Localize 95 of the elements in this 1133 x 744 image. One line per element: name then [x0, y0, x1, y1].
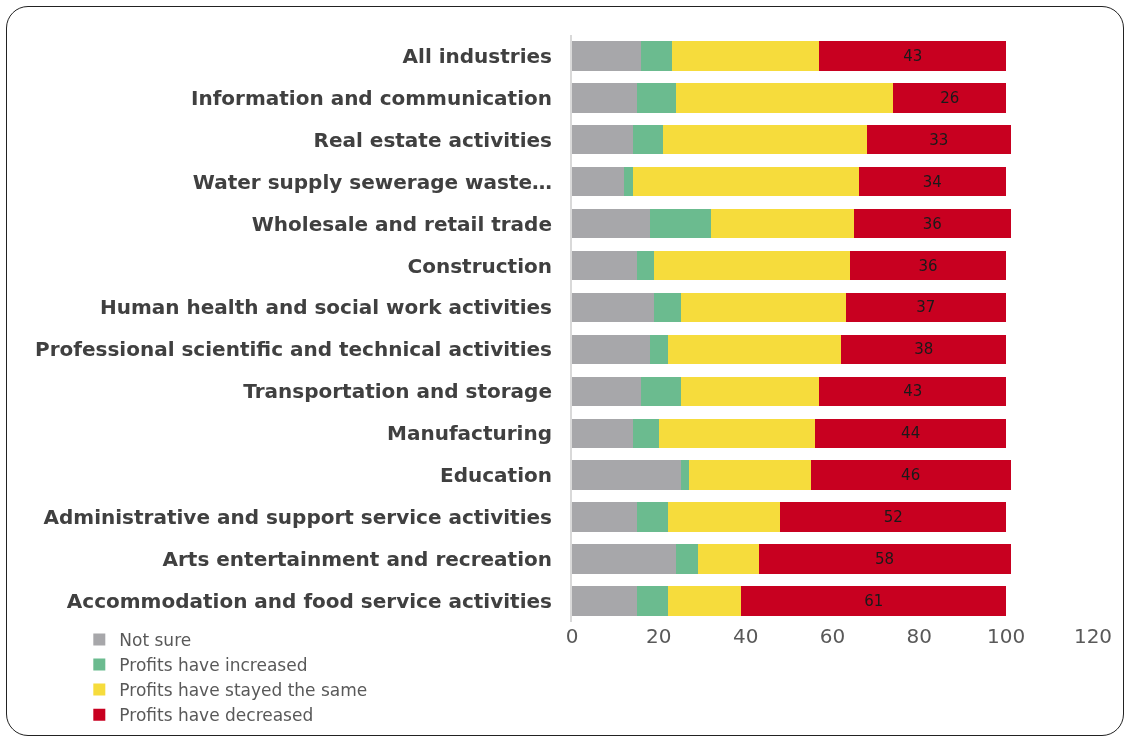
- bar: [654, 250, 850, 281]
- bar: [676, 544, 698, 574]
- bar: [893, 83, 1007, 113]
- bar: [632, 418, 659, 448]
- bar: [854, 208, 1011, 239]
- x-tick-label: 0: [565, 623, 579, 648]
- bar: [572, 334, 651, 365]
- bar: [572, 292, 655, 323]
- bar: [810, 460, 1011, 490]
- data-label: 46: [901, 466, 921, 485]
- x-tick-label: 40: [732, 623, 759, 648]
- bar: [641, 41, 672, 71]
- bar: [667, 334, 842, 365]
- data-label: 37: [916, 298, 936, 317]
- bar: [641, 376, 681, 406]
- bar: [758, 544, 1011, 574]
- bar: [572, 83, 638, 113]
- data-label: 33: [929, 130, 949, 149]
- x-tick-label: 100: [987, 623, 1026, 648]
- bar: [663, 125, 868, 155]
- bar: [637, 502, 668, 532]
- data-label: 36: [922, 214, 942, 233]
- bar: [676, 83, 894, 113]
- bar: [689, 460, 811, 490]
- bar: [572, 460, 681, 490]
- y-tick-label: Professional scientific and technical activities: [34, 337, 552, 362]
- data-label: 58: [875, 549, 895, 568]
- legend-label: Profits have stayed the same: [119, 680, 368, 701]
- legend-label: Profits have decreased: [119, 705, 314, 726]
- bar: [624, 167, 633, 197]
- bar: [572, 544, 677, 574]
- bar: [845, 292, 1007, 323]
- data-label: 36: [918, 256, 938, 275]
- bar: [819, 376, 1007, 406]
- bar: [654, 292, 681, 323]
- data-label: 43: [903, 382, 923, 401]
- data-label: 34: [922, 172, 942, 191]
- bar: [680, 460, 690, 490]
- bar: [572, 125, 633, 155]
- bar: [572, 167, 625, 197]
- bar: [680, 376, 820, 406]
- bar: [667, 586, 742, 616]
- y-tick-label: Water supply sewerage waste…: [192, 169, 552, 194]
- y-tick-label: Information and communication: [190, 85, 552, 110]
- bar: [572, 250, 638, 281]
- y-tick-label: Wholesale and retail trade: [251, 211, 552, 236]
- x-tick-label: 60: [819, 623, 846, 648]
- y-tick-label: Education: [440, 463, 552, 488]
- x-tick-label: 80: [906, 623, 933, 648]
- bar: [632, 125, 664, 155]
- y-tick-label: Construction: [407, 253, 552, 278]
- bar: [815, 418, 1007, 448]
- bar: [658, 418, 816, 448]
- y-tick-label: All industries: [402, 43, 552, 68]
- y-tick-label: Human health and social work activities: [99, 295, 552, 320]
- y-tick-label: Real estate activities: [313, 127, 552, 152]
- bar: [572, 586, 638, 616]
- y-tick-label: Administrative and support service activities: [43, 505, 552, 530]
- bar: [867, 125, 1011, 155]
- bar: [667, 502, 781, 532]
- bar: [572, 376, 642, 406]
- y-tick-label: Accommodation and food service activities: [66, 588, 552, 613]
- bar: [650, 334, 668, 365]
- bar: [650, 208, 711, 239]
- bar: [741, 586, 1007, 616]
- bar: [637, 586, 668, 616]
- bar: [637, 250, 655, 281]
- bar: [572, 41, 642, 71]
- bar: [572, 418, 633, 448]
- bar: [572, 502, 638, 532]
- data-label: 44: [901, 424, 921, 443]
- data-label: 61: [864, 591, 884, 610]
- legend-label: Not sure: [119, 630, 192, 651]
- y-tick-label: Manufacturing: [387, 421, 552, 446]
- bar: [710, 208, 855, 239]
- x-tick-label: 120: [1073, 623, 1113, 648]
- data-label: 38: [914, 340, 934, 359]
- bar: [697, 544, 759, 574]
- legend-label: Profits have increased: [119, 655, 308, 676]
- bar: [841, 334, 1007, 365]
- bar: [572, 208, 651, 239]
- bar: [671, 41, 820, 71]
- bar: [780, 502, 1007, 532]
- data-label: 52: [883, 508, 903, 527]
- bar: [819, 41, 1007, 71]
- x-tick-label: 20: [646, 623, 672, 648]
- y-tick-label: Transportation and storage: [243, 379, 552, 404]
- bar: [858, 167, 1007, 197]
- bar: [632, 167, 859, 197]
- data-label: 43: [903, 46, 923, 65]
- bar: [849, 250, 1007, 281]
- y-tick-label: Arts entertainment and recreation: [162, 546, 552, 571]
- bar: [680, 292, 846, 323]
- data-label: 26: [940, 88, 960, 107]
- bar: [637, 83, 677, 113]
